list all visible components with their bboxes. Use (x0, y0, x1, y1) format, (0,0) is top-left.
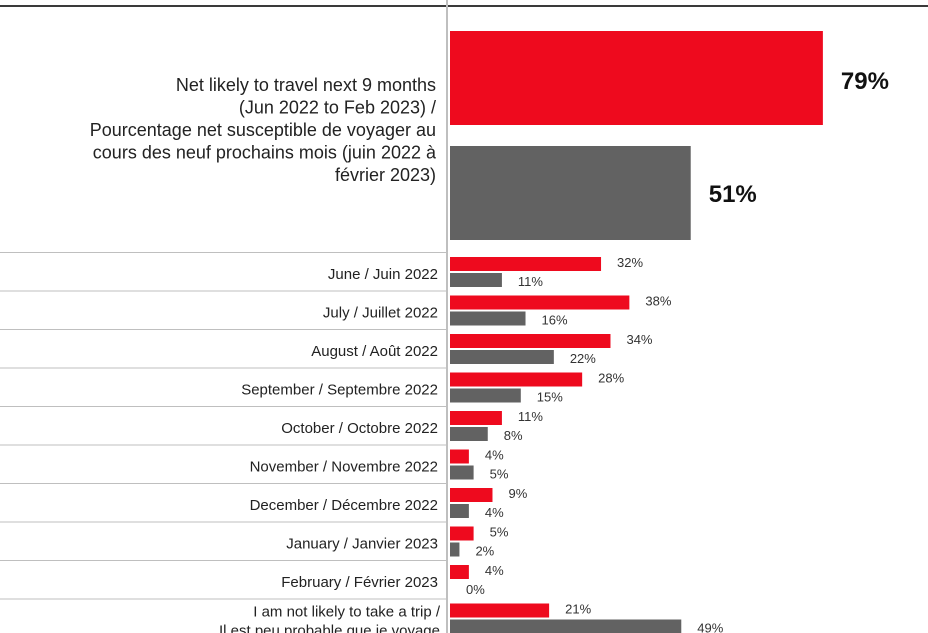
data-label-series-2: 11% (518, 274, 543, 289)
bar-series-2 (450, 542, 460, 557)
category-label: August / Août 2022 (311, 343, 438, 360)
headline-label-line: Pourcentage net susceptible de voyager a… (90, 120, 436, 140)
bar-series-1 (450, 449, 469, 464)
data-label-series-2: 5% (490, 467, 509, 482)
bar-series-1 (450, 372, 583, 387)
headline-label-line: (Jun 2022 to Feb 2023) / (239, 98, 436, 118)
data-label-series-1: 34% (626, 332, 652, 347)
category-label: February / Février 2023 (281, 574, 438, 591)
bar-series-2 (450, 273, 502, 287)
bar-series-1 (450, 295, 630, 310)
headline-label-line: février 2023) (335, 165, 436, 185)
bar-series-2 (450, 465, 474, 480)
headline-bar-2 (450, 146, 691, 240)
data-label-series-2: 2% (475, 544, 494, 559)
category-label-line: Il est peu probable que je voyage (219, 623, 440, 633)
bar-series-1 (450, 526, 474, 541)
category-label: September / Septembre 2022 (241, 382, 438, 399)
data-label-series-1: 11% (518, 409, 543, 424)
bar-series-2 (450, 619, 682, 633)
bar-series-2 (450, 388, 521, 403)
data-label-series-1: 4% (485, 448, 504, 463)
category-label: July / Juillet 2022 (323, 305, 438, 322)
headline-label-line: Net likely to travel next 9 months (176, 75, 436, 95)
category-label: December / Décembre 2022 (250, 497, 438, 514)
data-label-series-2: 0% (466, 582, 485, 597)
category-label: January / Janvier 2023 (286, 536, 438, 553)
bar-series-1 (450, 565, 469, 579)
category-label-line: I am not likely to take a trip / (253, 604, 441, 621)
data-label-series-2: 15% (537, 390, 563, 405)
data-label-series-1: 38% (645, 294, 671, 309)
data-label-series-1: 5% (490, 525, 509, 540)
bar-series-1 (450, 257, 602, 271)
bar-series-2 (450, 427, 488, 441)
data-label-series-2: 49% (697, 621, 723, 633)
category-label: June / Juin 2022 (328, 266, 438, 283)
bar-series-2 (450, 504, 469, 518)
bar-series-1 (450, 334, 611, 348)
data-label-series-2: 22% (570, 351, 596, 366)
data-label-series-1: 9% (508, 486, 527, 501)
headline-value-label-2: 51% (709, 181, 757, 208)
category-label: November / Novembre 2022 (250, 459, 438, 476)
headline-bar-1 (450, 31, 823, 125)
data-label-series-1: 32% (617, 255, 643, 270)
headline-value-label-1: 79% (841, 68, 889, 95)
headline-label-line: cours des neuf prochains mois (juin 2022… (93, 143, 437, 163)
data-label-series-2: 4% (485, 505, 504, 520)
category-label: October / Octobre 2022 (281, 420, 438, 437)
data-label-series-2: 16% (542, 313, 568, 328)
data-label-series-1: 4% (485, 563, 504, 578)
bar-series-1 (450, 488, 493, 502)
data-label-series-1: 28% (598, 371, 624, 386)
bar-series-1 (450, 603, 550, 618)
bar-series-2 (450, 311, 526, 326)
data-label-series-1: 21% (565, 602, 591, 617)
bar-series-2 (450, 350, 554, 364)
bar-series-1 (450, 411, 502, 425)
data-label-series-2: 8% (504, 428, 523, 443)
